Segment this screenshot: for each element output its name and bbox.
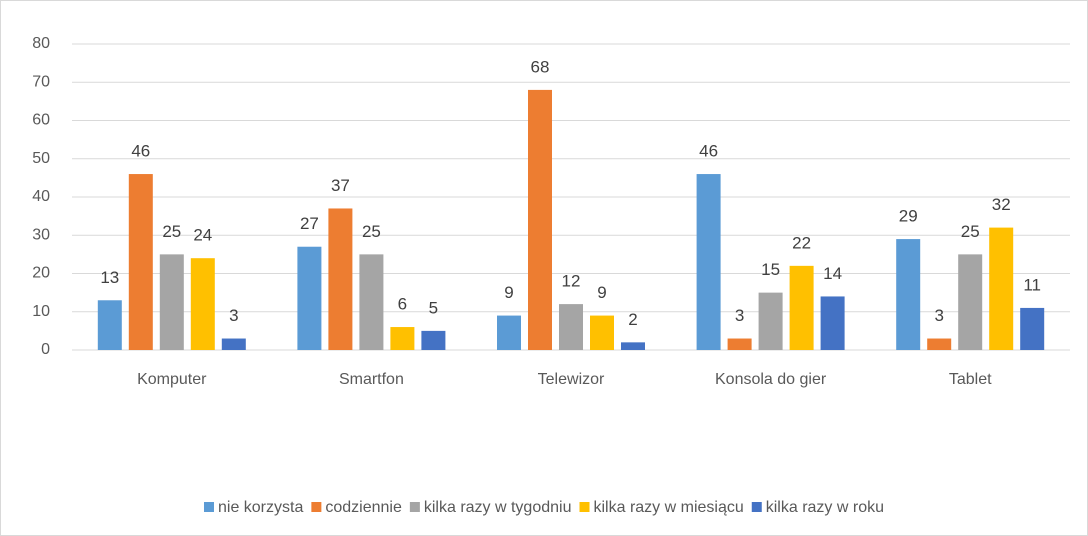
legend-label: kilka razy w roku xyxy=(766,499,884,516)
bar xyxy=(221,338,246,350)
value-label: 11 xyxy=(1023,275,1041,294)
bar xyxy=(896,239,921,350)
x-tick-label: Konsola do gier xyxy=(715,371,827,388)
y-tick-label: 20 xyxy=(32,265,50,282)
bar xyxy=(820,296,845,350)
bar xyxy=(297,246,322,350)
bar xyxy=(1020,307,1045,350)
legend-swatch xyxy=(409,502,420,512)
value-label: 5 xyxy=(429,298,438,317)
y-tick-label: 70 xyxy=(32,73,50,90)
value-label: 3 xyxy=(735,306,744,325)
bar xyxy=(128,174,153,350)
legend-label: codziennie xyxy=(325,499,402,516)
x-tick-label: Smartfon xyxy=(339,371,404,388)
bar xyxy=(789,265,814,350)
bar xyxy=(559,304,583,350)
bar xyxy=(497,315,521,350)
value-label: 32 xyxy=(992,195,1011,214)
y-tick-label: 50 xyxy=(32,150,50,167)
legend-swatch xyxy=(203,502,214,512)
bar xyxy=(528,89,552,351)
value-label: 9 xyxy=(597,283,606,302)
bar xyxy=(421,330,446,350)
value-label: 37 xyxy=(331,176,350,195)
bar xyxy=(727,338,752,350)
legend-label: kilka razy w tygodniu xyxy=(424,499,572,516)
y-tick-label: 30 xyxy=(32,226,50,243)
value-label: 14 xyxy=(823,264,842,283)
y-tick-label: 10 xyxy=(32,303,50,320)
value-label: 25 xyxy=(162,222,181,241)
bar xyxy=(696,174,721,350)
y-tick-label: 80 xyxy=(32,35,50,52)
value-label: 25 xyxy=(961,222,980,241)
legend-swatch xyxy=(579,502,590,512)
x-tick-label: Telewizor xyxy=(538,371,605,388)
bar xyxy=(621,342,645,350)
bar xyxy=(190,258,215,350)
value-label: 2 xyxy=(628,310,637,329)
legend-swatch xyxy=(751,502,762,512)
value-label: 22 xyxy=(792,233,811,252)
value-label: 29 xyxy=(899,207,918,226)
value-label: 46 xyxy=(131,142,150,161)
bar xyxy=(328,208,353,350)
value-label: 3 xyxy=(229,306,238,325)
x-tick-label: Komputer xyxy=(137,371,207,388)
bar xyxy=(927,338,952,350)
y-tick-label: 60 xyxy=(32,112,50,129)
legend-label: nie korzysta xyxy=(218,499,303,516)
value-label: 15 xyxy=(761,260,780,279)
bar xyxy=(958,254,983,350)
value-label: 46 xyxy=(699,142,718,161)
legend-label: kilka razy w miesiącu xyxy=(593,499,743,516)
bar xyxy=(590,315,614,350)
bar xyxy=(159,254,184,350)
value-label: 27 xyxy=(300,214,319,233)
value-label: 13 xyxy=(100,268,119,287)
bar xyxy=(97,300,122,350)
bar xyxy=(390,327,415,350)
value-label: 25 xyxy=(362,222,381,241)
value-label: 68 xyxy=(531,57,550,76)
value-label: 6 xyxy=(398,295,407,314)
y-tick-label: 40 xyxy=(32,188,50,205)
bar xyxy=(989,227,1014,350)
value-label: 12 xyxy=(562,272,581,291)
legend-swatch xyxy=(311,502,322,512)
value-label: 24 xyxy=(193,226,212,245)
bar xyxy=(758,292,783,350)
y-tick-label: 0 xyxy=(41,341,50,358)
bar xyxy=(359,254,384,350)
value-label: 3 xyxy=(934,306,943,325)
x-tick-label: Tablet xyxy=(949,371,992,388)
value-label: 9 xyxy=(504,283,513,302)
